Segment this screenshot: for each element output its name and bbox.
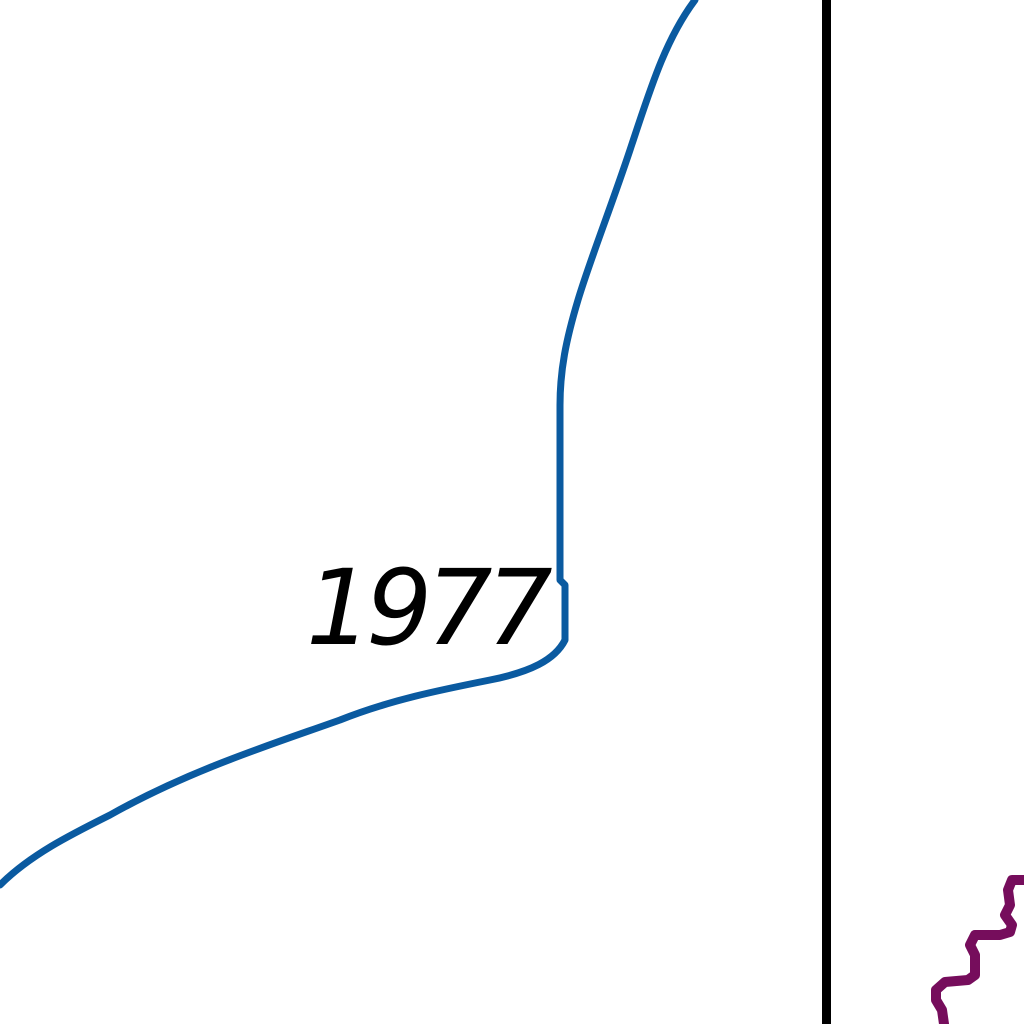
boundary-line [0, 0, 699, 889]
vertical-rule [822, 0, 831, 1024]
feature-line [931, 875, 1024, 1024]
year-label: 1977 [306, 547, 553, 669]
